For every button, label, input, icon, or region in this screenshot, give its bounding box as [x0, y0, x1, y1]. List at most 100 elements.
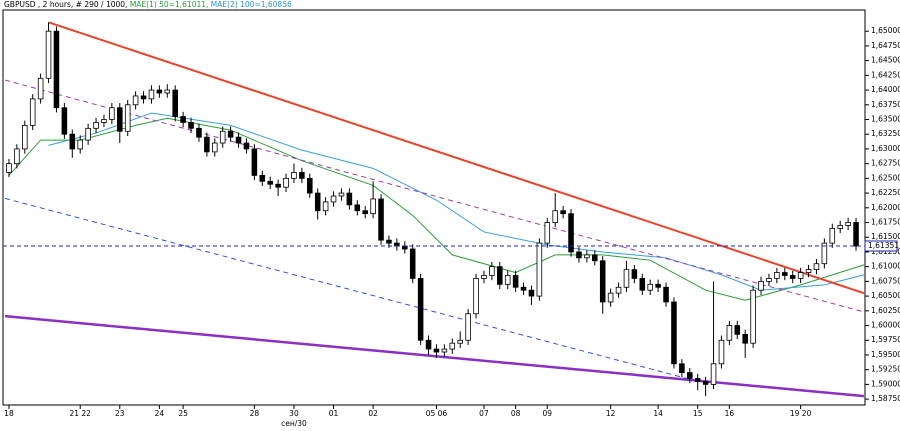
candle-body — [362, 210, 368, 215]
candle-body — [679, 363, 685, 374]
candle-body — [552, 210, 558, 223]
current-price-label: 1,61351 — [868, 241, 899, 250]
candle-body — [117, 107, 123, 132]
ma-label: MAE(1) 50=1,61011, — [130, 0, 209, 9]
x-tick-label: 07 — [479, 409, 489, 418]
candle-body — [528, 289, 535, 297]
candle-body — [599, 260, 606, 303]
x-tick-label: 12 — [606, 409, 616, 418]
candle-body — [805, 269, 812, 273]
x-tick-label: 25 — [178, 409, 188, 418]
candle-body — [14, 148, 20, 165]
candle-body — [45, 30, 52, 79]
candle-body — [370, 198, 376, 215]
y-tick-label: 1,63250 — [871, 129, 900, 138]
candle-body — [204, 136, 210, 153]
y-tick-label: 1,62750 — [871, 159, 900, 168]
candle-body — [544, 222, 551, 244]
y-tick-label: 1,64750 — [871, 41, 900, 50]
candle-body — [853, 222, 859, 247]
candle-body — [283, 177, 289, 188]
candle-body — [140, 95, 147, 100]
x-tick-label: 30 — [289, 409, 299, 418]
candle-body — [378, 198, 384, 241]
candle-body — [512, 275, 519, 288]
y-tick-label: 1,64000 — [871, 85, 900, 94]
candle-body — [212, 142, 218, 153]
y-tick-label: 1,63000 — [871, 144, 900, 153]
candle-body — [623, 269, 630, 288]
candle-body — [655, 283, 661, 288]
x-tick-label: 21 22 — [69, 409, 91, 418]
candle-body — [718, 339, 725, 365]
candle-body — [291, 172, 297, 179]
candle-body — [164, 89, 171, 94]
candle-body — [188, 122, 194, 129]
y-tick-label: 1,63500 — [871, 114, 900, 123]
candle-body — [750, 289, 756, 344]
x-tick-label: 15 — [693, 409, 703, 418]
candle-body — [109, 107, 115, 120]
candle-body — [481, 275, 487, 279]
candle-body — [710, 363, 717, 385]
x-tick-label: 02 — [368, 409, 378, 418]
candle-body — [53, 30, 60, 109]
candle-body — [29, 98, 36, 126]
trend-line — [4, 314, 865, 398]
candle-body — [433, 348, 440, 353]
candle-body — [702, 381, 709, 385]
candle-body — [837, 225, 843, 229]
candle-body — [845, 222, 851, 226]
candle-body — [576, 251, 582, 259]
candle-body — [560, 210, 566, 215]
y-tick-label: 1,61500 — [871, 232, 900, 241]
candle-body — [417, 278, 424, 341]
candle-body — [441, 348, 448, 353]
candle-body — [465, 313, 471, 341]
candle-body — [267, 180, 273, 185]
chart-title: GBPUSD , 2 hours, # 290 / 1000, — [4, 0, 127, 9]
candle-body — [758, 280, 764, 291]
x-tick-label: 24 — [155, 409, 165, 418]
candle-body — [346, 192, 353, 206]
candle-body — [504, 275, 511, 285]
ma-label: MAE(2) 100=1,60856 — [211, 0, 292, 9]
candle-body — [386, 239, 392, 244]
candle-body — [101, 119, 107, 123]
candle-body — [132, 95, 139, 106]
y-tick-label: 1,60000 — [871, 321, 900, 330]
y-tick-label: 1,64250 — [871, 70, 900, 79]
candle-body — [196, 127, 202, 138]
candle-body — [789, 275, 796, 279]
plot-area — [4, 21, 865, 398]
candle-body — [797, 272, 804, 279]
candle-body — [156, 89, 163, 94]
candle-body — [148, 89, 155, 100]
candle-body — [425, 339, 432, 350]
candle-body — [77, 139, 83, 150]
candle-body — [307, 177, 313, 194]
x-tick-label: 16 — [725, 409, 735, 418]
candle-body — [647, 283, 653, 291]
x-tick-label: 18 — [4, 409, 14, 418]
candle-body — [520, 286, 527, 291]
candle-body — [275, 183, 281, 188]
trend-line — [48, 112, 865, 291]
candle-body — [607, 292, 614, 303]
plot-frame — [2, 9, 866, 406]
x-tick-label: 14 — [653, 409, 663, 418]
y-tick-label: 1,58750 — [871, 394, 900, 403]
x-tick-label: 09 — [543, 409, 553, 418]
candle-body — [409, 248, 416, 279]
candle-body — [354, 204, 361, 212]
y-tick-label: 1,61750 — [871, 218, 900, 227]
candle-body — [584, 254, 590, 259]
candle-body — [766, 278, 772, 282]
y-tick-label: 1,59250 — [871, 365, 900, 374]
candle-body — [85, 127, 91, 141]
x-sublabel: сен/30 — [281, 419, 307, 428]
y-tick-label: 1,65000 — [871, 26, 900, 35]
y-tick-label: 1,60500 — [871, 291, 900, 300]
